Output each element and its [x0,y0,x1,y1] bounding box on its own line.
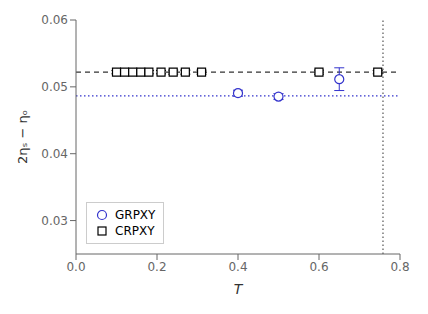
svg-text:0.06: 0.06 [41,13,68,27]
svg-text:2ηₛ − ηₒ: 2ηₛ − ηₒ [15,110,30,164]
svg-text:0.04: 0.04 [41,147,68,161]
svg-text:0.03: 0.03 [41,214,68,228]
svg-text:T: T [234,281,244,297]
svg-text:0.05: 0.05 [41,80,68,94]
svg-text:0.4: 0.4 [228,260,247,274]
svg-text:0.0: 0.0 [66,260,85,274]
html-text:CRPXY: CRPXY [115,224,155,238]
svg-text:0.6: 0.6 [309,260,328,274]
html-text:GRPXY: GRPXY [115,208,156,222]
svg-text:0.2: 0.2 [147,260,166,274]
svg-text:0.8: 0.8 [390,260,409,274]
